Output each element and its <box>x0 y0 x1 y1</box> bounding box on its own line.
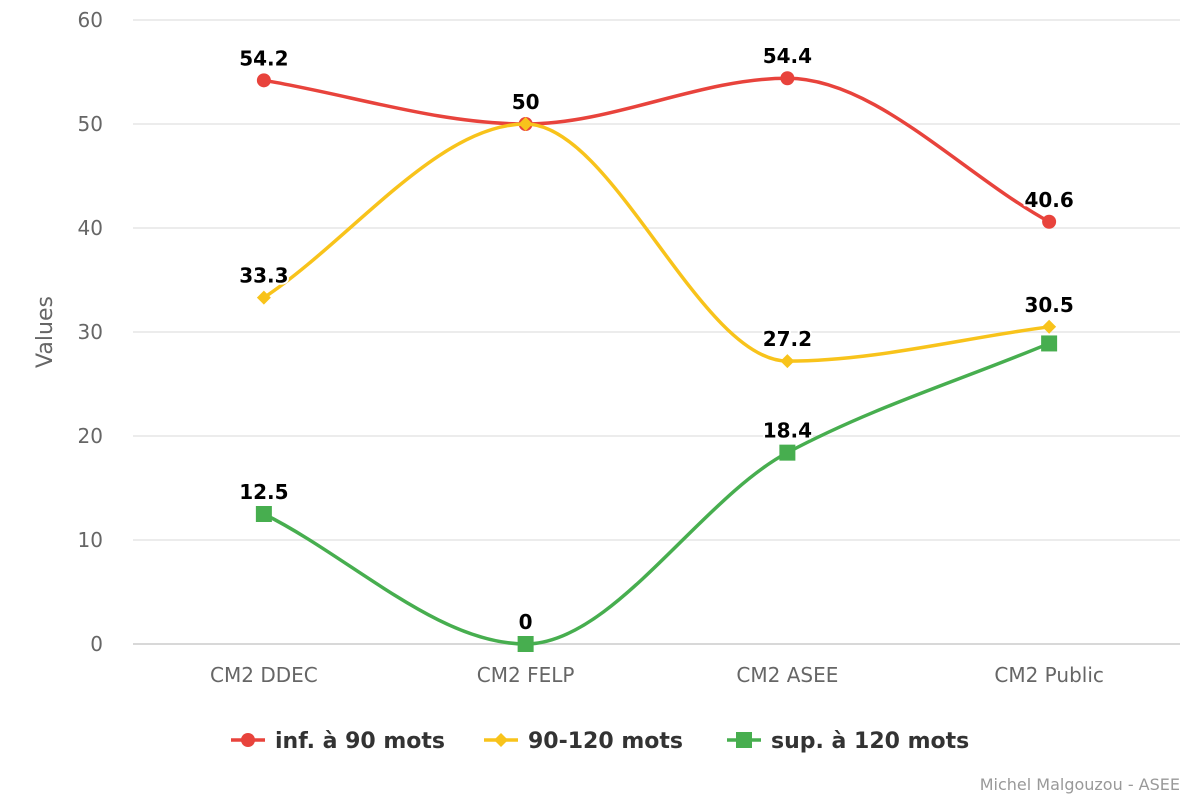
data-label: 50 <box>512 90 540 114</box>
y-tick-label: 40 <box>78 216 103 240</box>
y-tick-label: 50 <box>78 112 103 136</box>
legend-marker[interactable] <box>494 733 508 747</box>
legend-marker[interactable] <box>241 733 255 747</box>
series-line-inf-90 <box>262 76 1051 224</box>
data-point-sup-120[interactable] <box>1041 335 1058 352</box>
data-point-sup-120[interactable] <box>779 444 796 461</box>
y-tick-label: 10 <box>78 528 103 552</box>
series-90-120 <box>256 117 1057 369</box>
x-tick-label: CM2 FELP <box>477 663 575 687</box>
data-label: 12.5 <box>239 480 288 504</box>
legend-marker[interactable] <box>736 732 752 748</box>
data-point-90-120[interactable] <box>256 290 271 305</box>
data-label: 40.6 <box>1024 188 1073 212</box>
data-label: 30.5 <box>1024 293 1073 317</box>
data-label: 18.4 <box>763 419 812 443</box>
legend-item-inf-90[interactable]: inf. à 90 mots <box>231 729 445 754</box>
y-tick-label: 30 <box>78 320 103 344</box>
legend-item-sup-120[interactable]: sup. à 120 mots <box>727 729 969 754</box>
legend-item-90-120[interactable]: 90-120 mots <box>484 729 683 754</box>
legend-label: inf. à 90 mots <box>275 729 445 754</box>
y-axis-ticks: 0 10 20 30 40 50 60 <box>78 8 103 656</box>
data-point-90-120[interactable] <box>518 117 533 131</box>
x-tick-label: CM2 Public <box>994 663 1104 687</box>
x-tick-label: CM2 ASEE <box>736 663 838 687</box>
data-point-90-120[interactable] <box>1042 319 1057 334</box>
data-point-inf-90[interactable] <box>1042 214 1057 229</box>
series-line-90-120 <box>262 122 1051 363</box>
data-labels: 54.2 54.4 40.6 33.3 50 27.2 30.5 12.5 0 18.4 <box>237 42 1076 636</box>
legend: inf. à 90 mots 90-120 mots sup. à 120 mots <box>231 729 969 754</box>
data-point-sup-120[interactable] <box>517 636 534 652</box>
x-tick-label: CM2 DDEC <box>210 663 318 687</box>
y-tick-label: 20 <box>78 424 103 448</box>
series-group <box>255 71 1058 652</box>
chart-credit: Michel Malgouzou - ASEE <box>980 775 1180 794</box>
data-label: 0 <box>519 610 533 634</box>
data-label: 54.2 <box>239 46 288 70</box>
data-point-inf-90[interactable] <box>256 73 271 88</box>
data-label: 27.2 <box>763 327 812 351</box>
data-point-sup-120[interactable] <box>255 506 272 522</box>
data-label: 33.3 <box>239 264 288 288</box>
x-axis-ticks: CM2 DDEC CM2 FELP CM2 ASEE CM2 Public <box>210 663 1104 687</box>
legend-label: 90-120 mots <box>528 729 683 754</box>
data-point-90-120[interactable] <box>780 354 795 369</box>
y-axis-title: Values <box>33 296 58 368</box>
y-tick-label: 60 <box>78 8 103 32</box>
series-line-sup-120 <box>262 341 1051 646</box>
data-label: 54.4 <box>763 44 812 68</box>
y-tick-label: 0 <box>90 632 103 656</box>
data-point-inf-90[interactable] <box>780 71 795 86</box>
legend-label: sup. à 120 mots <box>771 729 969 754</box>
series-sup-120 <box>255 335 1058 652</box>
